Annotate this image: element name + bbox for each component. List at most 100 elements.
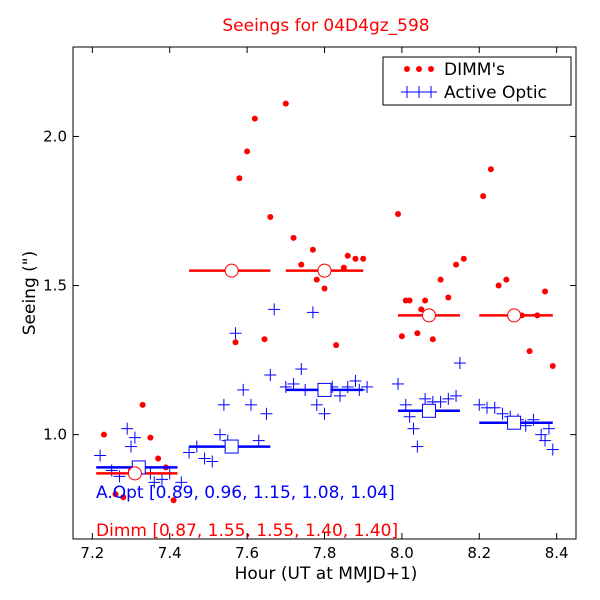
active-optic-point	[542, 422, 555, 435]
dimm-point	[360, 255, 367, 262]
plot-frame	[72, 46, 577, 540]
dimm-point	[422, 297, 429, 304]
dimm-point	[542, 288, 549, 295]
active-optic-point	[287, 377, 300, 390]
y-tick-label: 2.0	[43, 127, 67, 145]
dimm-point	[418, 306, 425, 313]
legend-dimm-dot	[428, 66, 434, 72]
active-optic-point	[252, 434, 265, 447]
active-optic-point	[148, 476, 161, 489]
annotation-aopt: A.Opt [0.89, 0.96, 1.15, 1.08, 1.04]	[96, 483, 395, 503]
dimm-point	[267, 213, 274, 220]
x-tick-label: 7.6	[235, 544, 259, 562]
dimm-point	[549, 363, 556, 370]
legend-active-optic-plus	[425, 86, 437, 98]
active-optic-point	[403, 410, 416, 423]
active-optic-point	[183, 446, 196, 459]
active-optic-point	[155, 473, 168, 486]
dimm-point	[445, 294, 452, 301]
legend-label-dimm: DIMM's	[444, 60, 505, 80]
dimm-point	[236, 175, 243, 182]
dimm-point	[290, 234, 297, 241]
dimm-bin-marker	[421, 308, 436, 323]
legend-box	[382, 56, 572, 106]
dimm-point	[495, 282, 502, 289]
dimm-point	[232, 339, 239, 346]
dimm-point	[112, 491, 119, 498]
active-optic-point	[407, 422, 420, 435]
plot-marks	[94, 100, 559, 504]
x-tick-label: 7.4	[158, 544, 182, 562]
active-optic-point	[128, 431, 141, 444]
dimm-point	[503, 276, 510, 283]
legend: DIMM's Active Optic	[382, 56, 572, 106]
active-optic-point	[94, 449, 107, 462]
y-tick-label: 1.5	[43, 277, 67, 295]
legend-label-active-optic: Active Optic	[444, 83, 547, 103]
y-axis: 1.0 1.5 2.0	[43, 127, 576, 444]
aopt-bin-marker	[317, 382, 332, 397]
aopt-bin-marker	[421, 403, 436, 418]
x-axis-label: Hour (UT at MMJD+1)	[235, 564, 418, 584]
legend-active-optic-plus	[401, 86, 413, 98]
dimm-point	[453, 261, 460, 268]
dimm-point	[120, 494, 127, 501]
aopt-bin-marker	[224, 439, 239, 454]
dimm-point	[406, 297, 413, 304]
dimm-point	[460, 255, 467, 262]
dimm-point	[395, 210, 402, 217]
legend-dimm-dot	[416, 66, 422, 72]
active-optic-point	[198, 452, 211, 465]
active-optic-point	[473, 398, 486, 411]
dimm-point	[352, 255, 359, 262]
dimm-point	[261, 336, 268, 343]
y-tick-label: 1.0	[43, 426, 67, 444]
active-optic-point	[237, 383, 250, 396]
active-optic-point	[496, 407, 509, 420]
annotation-dimm: Dimm [0.87, 1.55, 1.55, 1.40, 1.40]	[96, 521, 398, 541]
legend-markers	[401, 66, 437, 98]
active-optic-point	[434, 395, 447, 408]
chart-title: Seeings for 04D4gz_598	[222, 16, 429, 36]
dimm-point	[414, 330, 421, 337]
active-optic-point	[244, 398, 257, 411]
x-tick-label: 7.8	[313, 544, 337, 562]
dimm-point	[313, 276, 320, 283]
dimm-point	[398, 333, 405, 340]
active-optic-point	[411, 440, 424, 453]
x-tick-label: 8.2	[467, 544, 491, 562]
active-optic-point	[361, 380, 374, 393]
aopt-bin-marker	[507, 415, 522, 430]
active-optic-point	[306, 306, 319, 319]
x-tick-label: 7.2	[80, 544, 104, 562]
active-optic-point	[392, 377, 405, 390]
dimm-bin-marker	[224, 263, 239, 278]
dimm-point	[155, 455, 162, 462]
active-optic-point	[318, 407, 331, 420]
dimm-point	[139, 401, 146, 408]
legend-active-optic-plus	[413, 86, 425, 98]
active-optic-point	[229, 327, 242, 340]
active-optic-point	[217, 398, 230, 411]
dimm-point	[321, 285, 328, 292]
y-axis-label: Seeing (")	[20, 251, 40, 336]
dimm-point	[333, 342, 340, 349]
x-tick-label: 8.0	[390, 544, 414, 562]
active-optic-point	[546, 443, 559, 456]
active-optic-point	[295, 363, 308, 376]
dimm-point	[100, 431, 107, 438]
active-optic-point	[121, 422, 134, 435]
active-optic-point	[333, 389, 346, 402]
dimm-point	[437, 276, 444, 283]
active-optic-point	[453, 357, 466, 370]
active-optic-point	[310, 398, 323, 411]
active-optic-point	[450, 389, 463, 402]
legend-dimm-dot	[404, 66, 410, 72]
dimm-bin-marker	[317, 263, 332, 278]
dimm-point	[170, 497, 177, 504]
active-optic-point	[268, 303, 281, 316]
active-optic-point	[264, 369, 277, 381]
dimm-point	[340, 264, 347, 271]
dimm-point	[298, 261, 305, 268]
